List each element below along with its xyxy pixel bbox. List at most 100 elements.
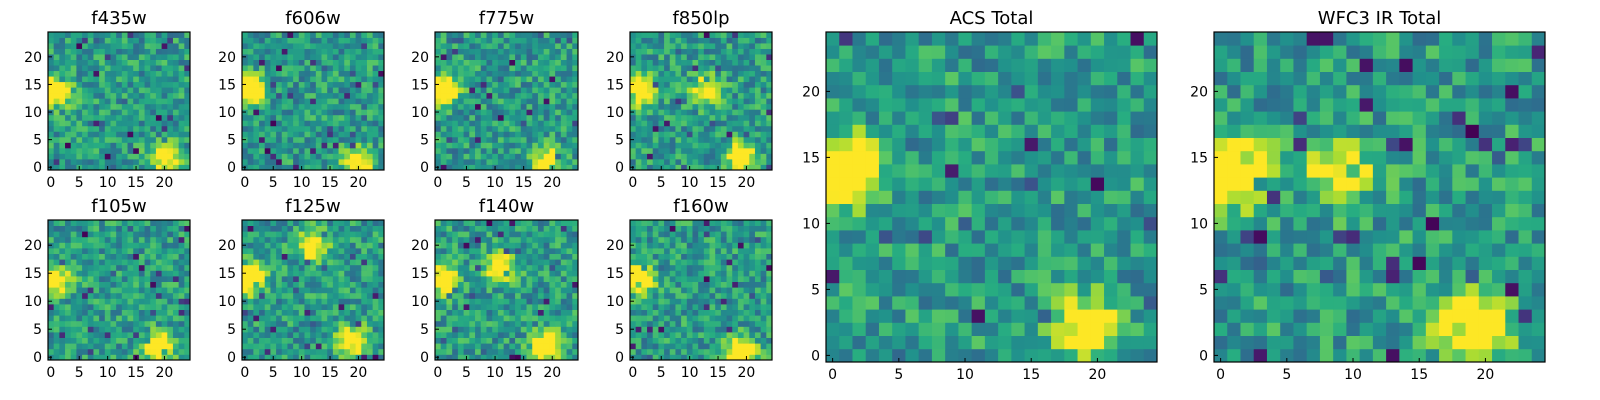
heatmap-cell [892,58,906,72]
heatmap-cell [543,81,550,88]
heatmap-cell [766,81,773,88]
heatmap-cell [1280,150,1294,165]
heatmap-cell [1117,111,1131,125]
heatmap-cell [332,92,339,99]
heatmap-cell [298,287,305,294]
heatmap-cell [70,32,77,38]
heatmap-cell [87,158,94,165]
heatmap-cell [48,37,55,44]
heatmap-cell [1319,335,1334,350]
heatmap-cell [703,92,710,99]
heatmap-cell [1439,216,1453,231]
heatmap-cell [276,120,283,127]
heatmap-cell [1319,84,1334,99]
heatmap-cell [247,142,254,149]
heatmap-cell [698,158,705,165]
heatmap-cell [259,81,266,88]
heatmap-cell [82,292,89,299]
heatmap-cell [332,164,339,171]
heatmap-cell [1531,32,1546,46]
heatmap-cell [53,65,60,72]
heatmap-cell [93,276,100,282]
heatmap-cell [1037,282,1052,297]
heatmap-cell [958,256,973,270]
heatmap-cell [178,164,185,171]
heatmap-cell [526,43,533,49]
heatmap-cell [1266,111,1281,125]
heatmap-cell [104,153,111,160]
heatmap-cell [53,114,60,121]
heatmap-cell [715,120,722,127]
heatmap-cell [87,236,94,243]
heatmap-cell [1319,203,1334,218]
heatmap-cell [1104,98,1118,112]
heatmap-cell [931,45,946,59]
heatmap-cell [270,70,277,77]
heatmap-cell [59,332,66,338]
heatmap-cell [121,253,128,260]
heatmap-cell [321,87,328,94]
heatmap-cell [1117,243,1131,257]
heatmap-cell [344,37,351,44]
heatmap-cell [138,103,145,110]
heatmap-cell [1143,203,1158,218]
heatmap-cell [366,153,374,160]
heatmap-cell [82,114,89,121]
heatmap-cell [298,32,305,38]
heatmap-cell [737,114,744,121]
heatmap-cell [184,98,191,105]
heatmap-cell [298,43,305,49]
heatmap-cell [1333,256,1347,270]
heatmap-cell [138,337,145,344]
heatmap-cell [315,136,322,143]
heatmap-cell [304,354,311,361]
heatmap-cell [127,348,134,355]
heatmap-cell [658,136,665,143]
heatmap-cell [945,348,959,363]
heatmap-cell [435,98,442,105]
heatmap-cell [1465,111,1480,125]
heatmap-cell [70,37,77,44]
heatmap-cell [958,203,973,218]
heatmap-cell [1117,335,1131,350]
heatmap-cell [247,76,254,83]
heatmap-cell [264,343,271,350]
heatmap-cell [338,125,345,132]
heatmap-cell [338,59,345,66]
heatmap-cell [630,114,637,121]
heatmap-cell [709,164,716,171]
heatmap-cell [304,253,311,260]
heatmap-cell [1011,335,1025,350]
heatmap-cell [1130,230,1145,244]
heatmap-cell [1143,177,1158,191]
heatmap-cell [1505,335,1519,350]
heatmap-cell [253,348,260,355]
heatmap-cell [1117,282,1131,297]
heatmap-cell [720,147,727,154]
heatmap-cell [247,65,254,72]
heatmap-cell [726,164,733,171]
x-tick-label: 20 [1477,367,1495,383]
heatmap-cell [264,158,271,165]
heatmap-cell [1425,124,1440,138]
heatmap-cell [463,54,470,60]
heatmap-cell [743,142,750,149]
heatmap-cell [446,65,453,72]
heatmap-cell [497,87,505,94]
heatmap-cell [1465,203,1480,218]
heatmap-cell [270,264,277,271]
heatmap-cell [70,131,77,138]
heatmap-cell [1024,282,1039,297]
heatmap-cell [1117,150,1131,165]
heatmap-cell [144,287,151,294]
heatmap-cell [172,131,180,138]
heatmap-cell [276,253,283,260]
heatmap-cell [1037,216,1052,231]
heatmap-cell [53,81,60,88]
heatmap-cell [76,343,83,350]
heatmap-cell [264,348,271,355]
heatmap-cell [144,120,151,127]
heatmap-cell [99,220,106,226]
heatmap-cell [958,177,973,191]
heatmap-cell [1531,45,1546,59]
